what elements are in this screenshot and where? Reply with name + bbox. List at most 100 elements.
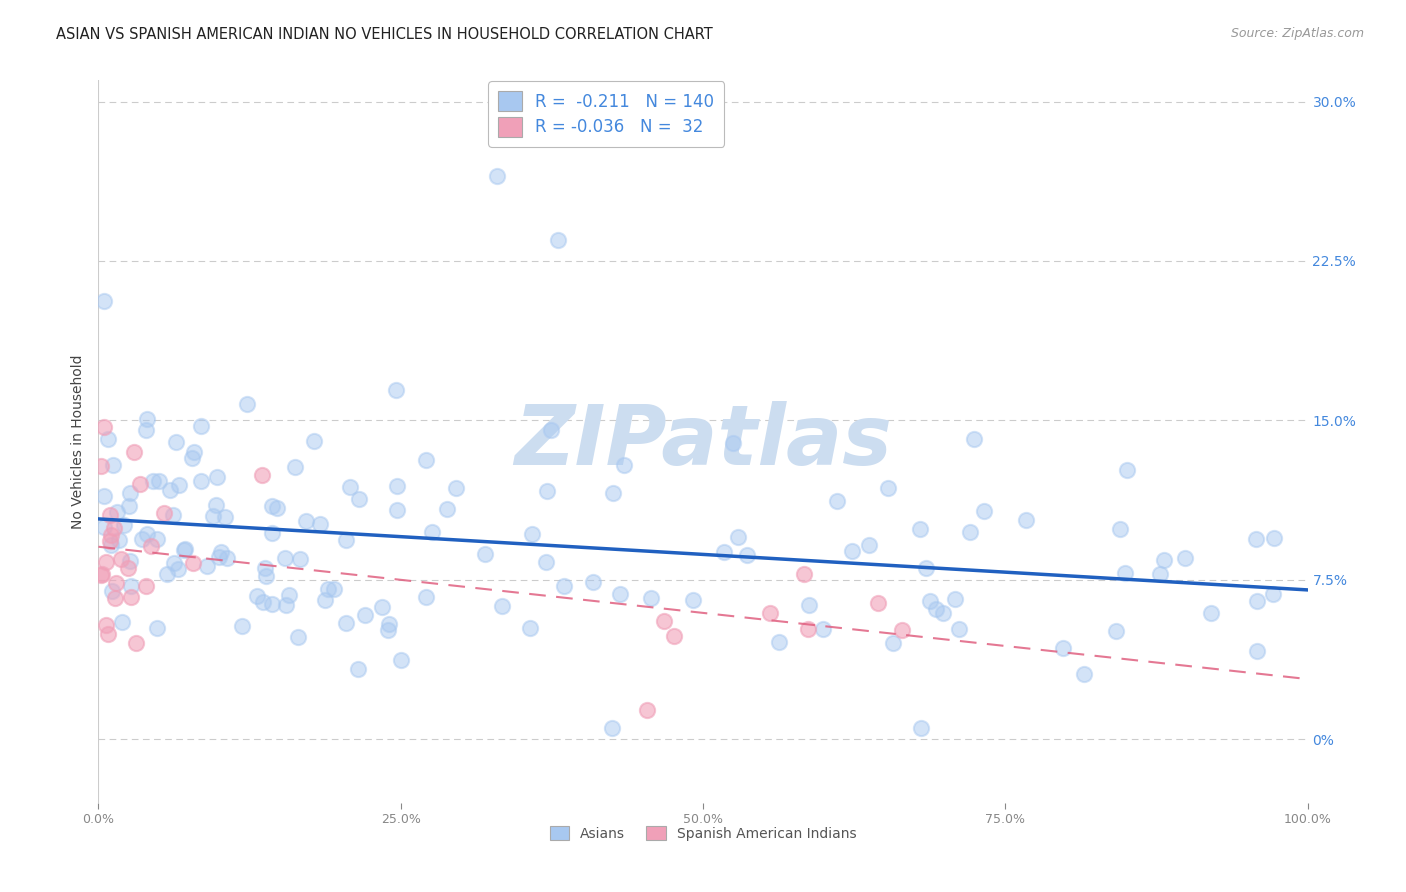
Point <box>910 522 932 536</box>
Point <box>636 702 658 716</box>
Point <box>169 478 191 492</box>
Point <box>1109 523 1132 537</box>
Point <box>713 544 735 558</box>
Point <box>1153 553 1175 567</box>
Point <box>209 545 232 559</box>
Point <box>891 623 914 637</box>
Point <box>246 589 269 603</box>
Point <box>214 509 236 524</box>
Point <box>205 470 228 484</box>
Point <box>122 445 145 459</box>
Point <box>918 594 941 608</box>
Point <box>277 588 299 602</box>
Point <box>287 631 309 645</box>
Point <box>910 722 932 736</box>
Point <box>163 556 186 570</box>
Point <box>90 458 112 473</box>
Point <box>1116 463 1139 477</box>
Point <box>540 424 562 438</box>
Point <box>96 555 118 569</box>
Point <box>758 607 780 621</box>
Point <box>302 434 325 448</box>
Point <box>204 498 226 512</box>
Point <box>146 533 169 547</box>
Point <box>378 616 401 631</box>
Point <box>254 569 277 583</box>
Point <box>231 619 253 633</box>
Point <box>420 524 443 539</box>
Point <box>973 503 995 517</box>
Point <box>1246 644 1268 658</box>
Point <box>877 481 900 495</box>
Point <box>318 582 340 596</box>
Point <box>519 621 541 635</box>
Point <box>446 481 468 495</box>
Point <box>180 450 202 465</box>
Point <box>963 432 986 446</box>
Point <box>174 542 197 557</box>
Point <box>120 579 142 593</box>
Point <box>183 556 205 570</box>
Point <box>235 397 257 411</box>
Point <box>290 551 312 566</box>
Point <box>347 492 370 507</box>
Point <box>474 547 496 561</box>
Point <box>110 552 132 566</box>
Point <box>915 561 938 575</box>
Point <box>600 722 623 736</box>
Point <box>173 542 195 557</box>
Point <box>959 524 981 539</box>
Point <box>202 509 225 524</box>
Point <box>347 661 370 675</box>
Point <box>153 506 176 520</box>
Point <box>882 636 904 650</box>
Point <box>105 505 128 519</box>
Point <box>136 527 159 541</box>
Point <box>797 622 820 636</box>
Point <box>925 602 948 616</box>
Text: ASIAN VS SPANISH AMERICAN INDIAN NO VEHICLES IN HOUSEHOLD CORRELATION CHART: ASIAN VS SPANISH AMERICAN INDIAN NO VEHI… <box>56 27 713 42</box>
Point <box>553 579 575 593</box>
Point <box>117 561 139 575</box>
Point <box>415 453 437 467</box>
Point <box>294 514 316 528</box>
Point <box>262 500 284 514</box>
Point <box>486 169 509 183</box>
Point <box>117 500 139 514</box>
Point <box>135 423 157 437</box>
Point <box>190 474 212 488</box>
Point <box>1105 624 1128 639</box>
Point <box>1174 551 1197 566</box>
Point <box>371 599 394 614</box>
Point <box>120 554 142 568</box>
Point <box>252 595 274 609</box>
Point <box>943 591 966 606</box>
Point <box>100 538 122 552</box>
Point <box>354 608 377 623</box>
Point <box>377 623 399 637</box>
Point <box>727 530 749 544</box>
Point <box>640 591 662 606</box>
Point <box>1149 567 1171 582</box>
Point <box>436 501 458 516</box>
Point <box>609 587 631 601</box>
Point <box>148 474 170 488</box>
Point <box>105 576 128 591</box>
Point <box>1201 606 1223 620</box>
Point <box>98 534 121 549</box>
Point <box>90 568 112 582</box>
Point <box>389 653 412 667</box>
Point <box>948 622 970 636</box>
Point <box>415 591 437 605</box>
Point <box>1073 667 1095 681</box>
Point <box>120 590 142 604</box>
Point <box>142 474 165 488</box>
Point <box>335 533 357 548</box>
Point <box>93 489 115 503</box>
Point <box>1261 587 1284 601</box>
Point <box>93 294 115 309</box>
Point <box>131 532 153 546</box>
Point <box>217 550 239 565</box>
Point <box>581 574 603 589</box>
Point <box>266 500 288 515</box>
